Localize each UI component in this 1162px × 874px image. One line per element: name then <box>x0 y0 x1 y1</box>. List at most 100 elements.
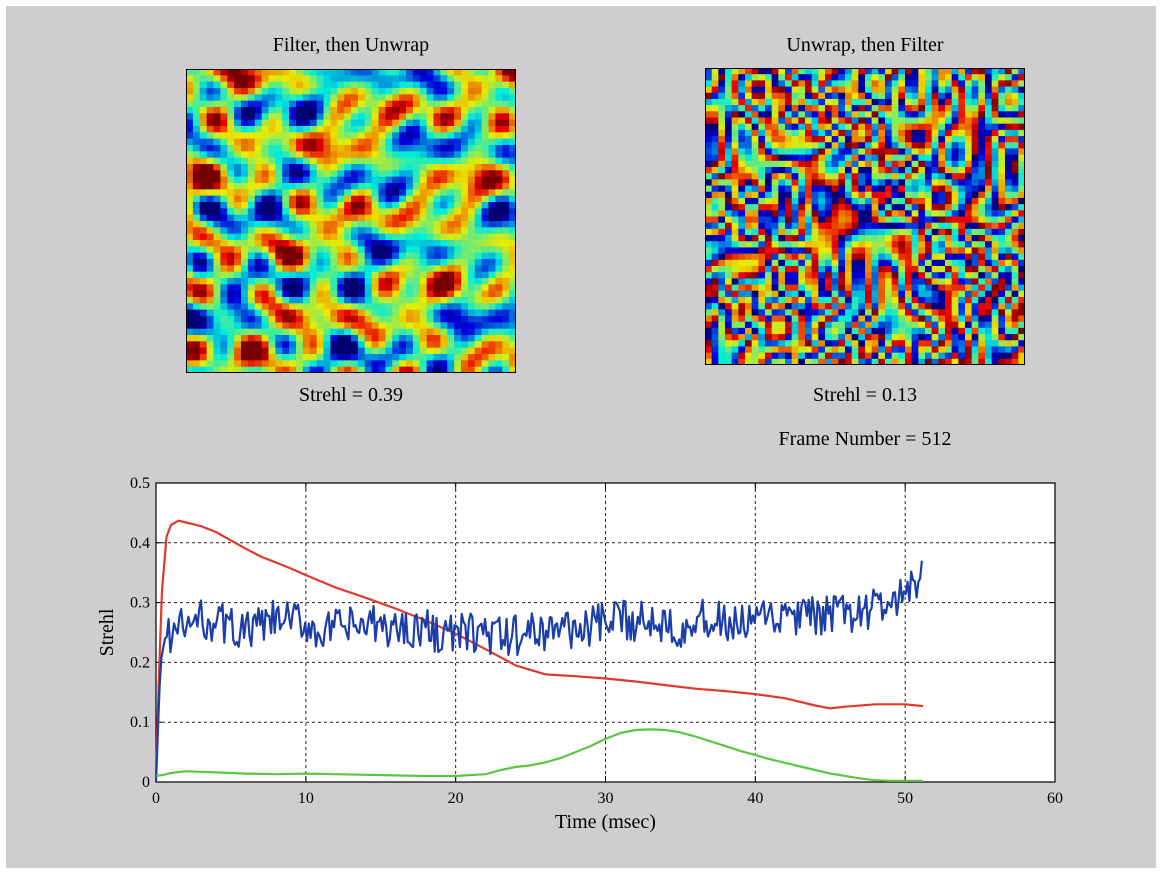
heatmap-cell <box>758 167 766 174</box>
heatmap-cell <box>330 259 338 266</box>
heatmap-cell <box>998 123 1006 131</box>
heatmap-cell <box>282 88 290 95</box>
heatmap-cell <box>958 148 966 156</box>
heatmap-cell <box>337 335 345 342</box>
heatmap-cell <box>718 352 726 360</box>
heatmap-cell <box>213 132 221 140</box>
heatmap-cell <box>845 216 853 224</box>
heatmap-cell <box>738 185 746 193</box>
heatmap-cell <box>925 284 933 292</box>
heatmap-cell <box>509 88 516 95</box>
heatmap-cell <box>392 227 400 235</box>
heatmap-cell <box>399 94 407 102</box>
heatmap-cell <box>918 86 926 94</box>
heatmap-cell <box>858 290 866 298</box>
heatmap-cell <box>509 341 516 349</box>
heatmap-cell <box>357 297 366 304</box>
heatmap-cell <box>745 272 753 279</box>
heatmap-cell <box>399 69 407 76</box>
heatmap-cell <box>918 259 926 267</box>
heatmap-cell <box>871 340 879 348</box>
heatmap-cell <box>392 259 400 266</box>
heatmap-cell <box>509 94 516 102</box>
heatmap-cell <box>447 252 455 260</box>
heatmap-cell <box>220 214 228 222</box>
heatmap-cell <box>282 202 290 209</box>
heatmap-cell <box>731 309 739 317</box>
heatmap-cell <box>705 340 713 348</box>
heatmap-cell <box>309 252 318 260</box>
heatmap-cell <box>1018 284 1025 292</box>
heatmap-cell <box>851 154 859 162</box>
heatmap-cell <box>454 303 462 311</box>
heatmap-cell <box>330 107 338 114</box>
heatmap-cell <box>878 86 886 94</box>
heatmap-cell <box>805 235 813 242</box>
heatmap-cell <box>302 259 311 266</box>
heatmap-cell <box>406 335 414 342</box>
heatmap-cell <box>399 335 407 342</box>
heatmap-cell <box>925 290 933 298</box>
heatmap-cell <box>412 233 421 241</box>
heatmap-cell <box>481 284 490 292</box>
heatmap-cell <box>454 88 462 95</box>
heatmap-cell <box>865 259 873 267</box>
heatmap-cell <box>213 195 221 203</box>
heatmap-cell <box>378 214 386 222</box>
heatmap-cell <box>785 303 793 310</box>
heatmap-cell <box>1018 272 1025 279</box>
heatmap-cell <box>261 259 270 266</box>
heatmap-cell <box>454 309 462 317</box>
heatmap-cell <box>351 214 359 222</box>
heatmap-cell <box>838 111 846 119</box>
heatmap-cell <box>385 157 393 165</box>
heatmap-cell <box>213 360 221 368</box>
heatmap-cell <box>818 154 826 162</box>
heatmap-cell <box>419 195 428 203</box>
heatmap-cell <box>878 117 886 125</box>
heatmap-cell <box>199 94 208 102</box>
heatmap-cell <box>798 284 806 292</box>
heatmap-cell <box>705 148 713 156</box>
heatmap-cell <box>474 69 483 76</box>
heatmap-cell <box>426 94 435 102</box>
heatmap-cell <box>825 105 833 112</box>
heatmap-cell <box>330 202 338 209</box>
heatmap-cell <box>241 360 249 368</box>
heatmap-cell <box>718 235 726 242</box>
heatmap-cell <box>711 123 719 131</box>
heatmap-cell <box>206 240 215 247</box>
heatmap-cell <box>378 221 386 228</box>
heatmap-cell <box>296 316 304 323</box>
heatmap-cell <box>509 132 516 140</box>
heatmap-cell <box>805 278 813 286</box>
heatmap-cell <box>509 202 516 209</box>
heatmap-cell <box>911 167 919 174</box>
heatmap-cell <box>898 123 906 131</box>
heatmap-cell <box>268 354 276 361</box>
heatmap-cell <box>385 259 393 266</box>
heatmap-cell <box>502 360 510 368</box>
heatmap-cell <box>971 259 979 267</box>
heatmap-cell <box>296 354 304 361</box>
heatmap-cell <box>751 98 759 106</box>
heatmap-cell <box>309 145 318 152</box>
heatmap-cell <box>337 107 345 114</box>
heatmap-cell <box>911 315 919 323</box>
heatmap-cell <box>1018 216 1025 224</box>
heatmap-cell <box>323 341 331 349</box>
heatmap-cell <box>725 303 733 310</box>
heatmap-cell <box>858 154 866 162</box>
heatmap-cell <box>891 321 899 329</box>
heatmap-cell <box>765 136 773 143</box>
heatmap-cell <box>357 265 366 273</box>
heatmap-cell <box>945 111 953 119</box>
heatmap-cell <box>811 296 819 304</box>
heatmap-cell <box>925 68 933 75</box>
heatmap-cell <box>192 113 201 121</box>
heatmap-cell <box>261 126 270 133</box>
heatmap-cell <box>213 278 221 285</box>
heatmap-cell <box>931 315 939 323</box>
heatmap-cell <box>1018 352 1025 360</box>
heatmap-cell <box>220 94 228 102</box>
